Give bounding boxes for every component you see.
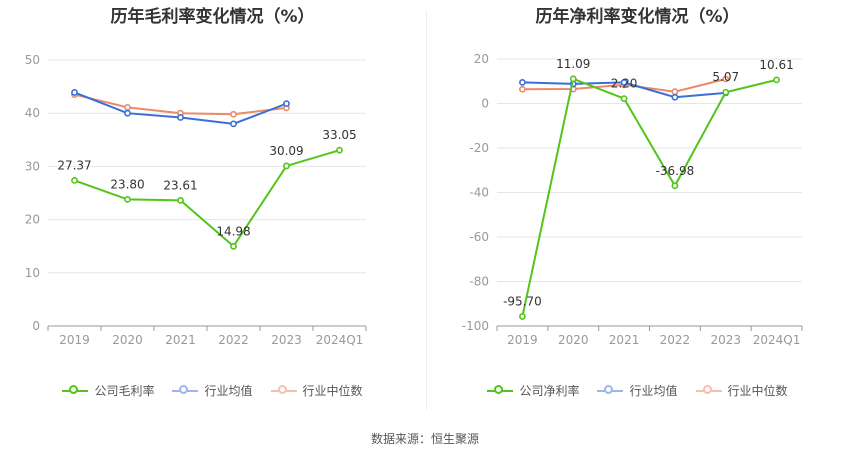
x-tick-label: 2021 [165, 333, 196, 347]
legend-label: 行业中位数 [727, 384, 788, 398]
x-tick-label: 2022 [660, 333, 691, 347]
gross-margin-chart-title: 历年毛利率变化情况（%） [110, 7, 315, 27]
data-point-company [71, 176, 78, 184]
data-point-industry_avg [671, 93, 679, 101]
y-tick-label: 40 [25, 106, 40, 120]
legend-item-industry-avg[interactable]: 行业均值 [172, 382, 253, 399]
data-point-company [671, 182, 679, 190]
data-point-industry_avg [230, 120, 237, 128]
x-tick-label: 2024Q1 [753, 333, 801, 347]
y-tick-label: 20 [25, 213, 40, 227]
y-tick-label: 0 [481, 97, 489, 111]
data-point-industry_median [722, 75, 730, 83]
legend-label: 公司净利率 [519, 384, 580, 398]
legend-item-company-net[interactable]: 公司净利率 [487, 382, 579, 399]
data-point-company [620, 95, 628, 103]
x-tick-label: 2020 [558, 333, 589, 347]
x-tick-label: 2019 [507, 333, 538, 347]
source-note: 数据来源：恒生聚源 [370, 432, 479, 446]
legend-item-industry-median[interactable]: 行业中位数 [695, 382, 788, 399]
data-point-industry_median [671, 88, 679, 96]
data-label: 2.20 [611, 77, 638, 91]
legend-swatch-industry-median [270, 384, 297, 398]
x-tick-label: 2020 [112, 333, 143, 347]
x-tick-label: 2023 [710, 333, 741, 347]
data-point-company [283, 162, 290, 170]
legend-swatch-industry-avg [597, 384, 624, 398]
legend-label: 行业均值 [204, 384, 253, 398]
legend-label: 行业中位数 [302, 384, 363, 398]
net-margin-plot: -100 -80 -60 -40 -20 0 20 2019 2020 2021 2022 2023 2… [462, 52, 803, 347]
legend-swatch-industry-avg [172, 384, 199, 398]
data-point-company [336, 146, 343, 154]
data-point-industry_avg [620, 78, 628, 86]
data-point-industry_median [124, 103, 131, 111]
data-point-company [773, 76, 780, 84]
x-tick-label: 2021 [609, 333, 640, 347]
net-margin-legend: 公司净利率 行业均值 行业中位数 [425, 382, 850, 399]
data-point-industry_avg [519, 78, 526, 86]
data-label: 27.37 [57, 158, 91, 172]
x-tick-label: 2022 [218, 333, 249, 347]
legend-swatch-industry-median [695, 384, 722, 398]
data-label: 30.09 [269, 144, 303, 158]
gross-margin-chart: 历年毛利率变化情况（%） 0 10 20 30 40 50 2019 2020 2021 2022… [0, 0, 425, 420]
data-point-industry_avg [71, 89, 78, 96]
legend-swatch-company [487, 384, 514, 398]
data-point-industry_median [519, 85, 526, 93]
data-point-industry_avg [283, 100, 290, 108]
panel-divider [426, 10, 427, 410]
y-tick-label: -40 [469, 186, 489, 200]
y-tick-label: -80 [469, 275, 489, 289]
data-point-company [230, 242, 237, 250]
x-tick-label: 2023 [271, 333, 302, 347]
x-tick-label: 2019 [59, 333, 90, 347]
y-tick-label: 0 [32, 319, 40, 333]
data-point-industry_median [230, 110, 237, 118]
y-tick-label: 10 [25, 266, 40, 280]
legend-label: 行业均值 [629, 384, 678, 398]
data-label: 23.80 [110, 177, 144, 191]
data-point-company [177, 196, 184, 204]
net-margin-chart-title: 历年净利率变化情况（%） [535, 7, 740, 27]
legend-swatch-company [62, 384, 89, 398]
data-point-company [124, 195, 131, 203]
data-label: 11.09 [556, 57, 590, 71]
data-label: 5.07 [712, 70, 739, 84]
data-point-company [722, 88, 730, 96]
gross-margin-legend: 公司毛利率 行业均值 行业中位数 [0, 382, 425, 399]
y-tick-label: -100 [462, 319, 489, 333]
y-tick-label: -20 [469, 141, 489, 155]
series-line-company [521, 77, 777, 317]
gross-margin-plot: 0 10 20 30 40 50 2019 2020 2021 2022 2023 2024Q1 27.… [25, 53, 367, 347]
net-margin-chart: 历年净利率变化情况（%） -100 -80 -60 -40 -20 0 20 2019 2020… [425, 0, 850, 420]
legend-label: 公司毛利率 [94, 384, 155, 398]
legend-item-industry-avg[interactable]: 行业均值 [597, 382, 678, 399]
data-label: -95.70 [503, 294, 542, 308]
data-point-company [569, 75, 577, 83]
y-tick-label: -60 [469, 230, 489, 244]
data-point-industry_avg [124, 109, 131, 117]
y-tick-label: 30 [25, 159, 40, 173]
data-label: 10.61 [759, 58, 793, 72]
data-point-industry_avg [177, 114, 184, 121]
data-label: 14.98 [216, 224, 250, 238]
y-tick-label: 50 [25, 53, 40, 67]
data-label: 33.05 [322, 128, 356, 142]
data-point-company [519, 313, 526, 320]
data-label: 23.61 [163, 178, 197, 192]
data-label: -36.98 [656, 164, 695, 178]
legend-item-company-gross[interactable]: 公司毛利率 [62, 382, 154, 399]
y-tick-label: 20 [474, 52, 489, 66]
series-line-company [74, 149, 340, 248]
legend-item-industry-median[interactable]: 行业中位数 [270, 382, 363, 399]
x-tick-label: 2024Q1 [316, 333, 364, 347]
